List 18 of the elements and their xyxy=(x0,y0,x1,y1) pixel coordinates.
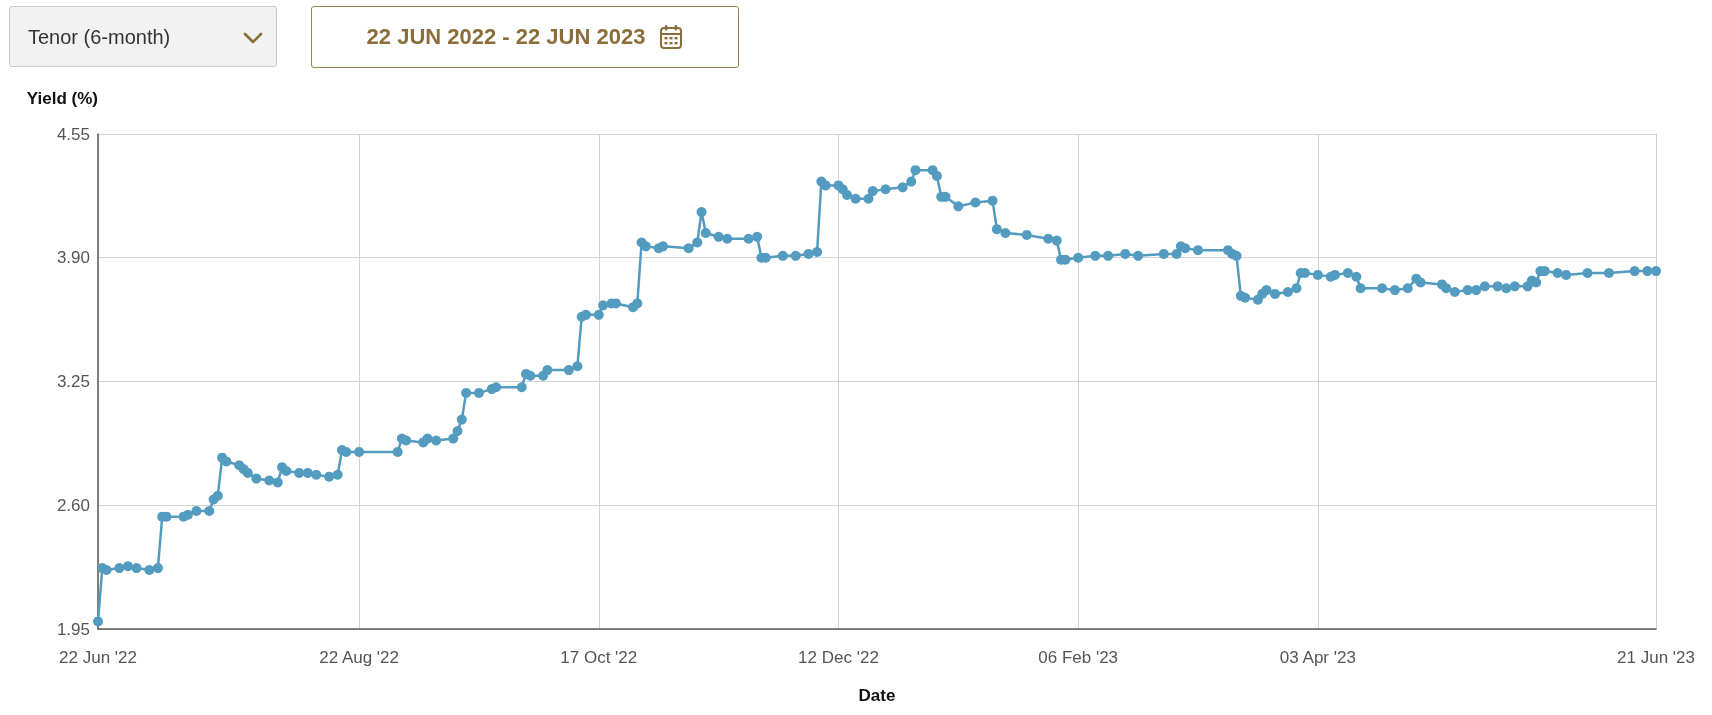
x-tick-label: 17 Oct '22 xyxy=(560,648,638,667)
x-tick-label: 22 Jun '22 xyxy=(59,648,137,667)
date-range-button: 22 JUN 2022 - 22 JUN 2023 xyxy=(311,6,739,68)
x-tick-label: 12 Dec '22 xyxy=(798,648,879,667)
y-tick-label: 2.60 xyxy=(56,495,90,515)
dropdown: Tenor (6-month) xyxy=(9,6,277,67)
y-tick-label: 1.95 xyxy=(56,619,90,639)
y-tick-label: 3.25 xyxy=(56,372,90,391)
x-tick-label: 06 Feb '23 xyxy=(1038,648,1119,667)
chart-title: Tenor (6-month) xyxy=(28,24,171,49)
y-axis-title: Yield (%) xyxy=(26,89,98,108)
x-tick-label: 22 Aug '22 xyxy=(319,648,400,667)
y-tick-label: 4.55 xyxy=(56,124,90,144)
x-tick-label: 03 Apr '23 xyxy=(1279,648,1356,667)
y-tick-label: 3.90 xyxy=(56,248,90,268)
x-axis-title: Date xyxy=(858,686,896,705)
chart-subtitle: 22 JUN 2022 - 22 JUN 2023 xyxy=(366,24,646,50)
x-tick-label: 21 Jun '23 xyxy=(1617,648,1695,667)
